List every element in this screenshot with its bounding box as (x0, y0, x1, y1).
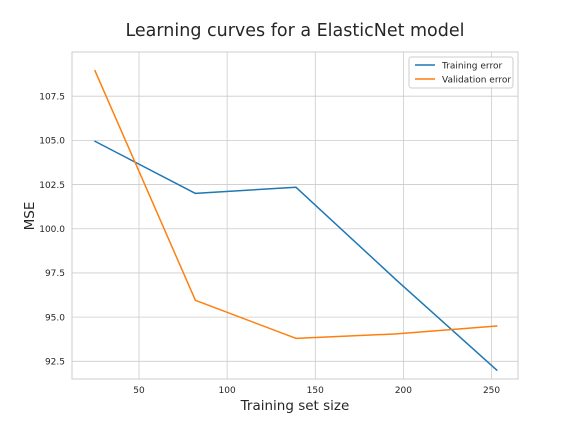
y-tick-label: 105.0 (39, 137, 65, 147)
data-point-training-error (395, 279, 398, 281)
x-tick-label: 250 (483, 386, 500, 396)
data-point-validation-error (295, 337, 297, 340)
data-point-training-error (94, 140, 96, 143)
y-axis-ticks: 92.5 95.0 97.5 100.0 102.5 105.0 107.5 (39, 92, 65, 367)
legend-label-validation-error: Validation error (442, 76, 511, 86)
y-tick-label: 107.5 (39, 92, 65, 102)
y-axis-label: MSE (22, 202, 38, 231)
x-axis-label: Training set size (240, 398, 350, 414)
x-axis-ticks: 50 100 150 200 250 (133, 386, 500, 396)
data-point-validation-error (395, 333, 398, 335)
x-tick-label: 100 (219, 386, 236, 396)
y-tick-label: 92.5 (45, 358, 65, 368)
y-tick-label: 100.0 (39, 225, 65, 235)
data-point-validation-error (194, 299, 197, 302)
grid-lines (72, 52, 518, 379)
y-tick-label: 95.0 (45, 313, 65, 323)
y-tick-label: 97.5 (45, 269, 65, 279)
plot-area (71, 51, 519, 380)
x-tick-label: 150 (307, 386, 324, 396)
data-point-training-error (496, 369, 498, 371)
data-point-validation-error (94, 69, 96, 72)
series-lines (94, 69, 498, 371)
data-point-training-error (194, 192, 197, 195)
chart-title: Learning curves for a ElasticNet model (125, 21, 464, 41)
x-tick-label: 50 (133, 386, 145, 396)
y-tick-label: 102.5 (39, 181, 65, 191)
data-point-training-error (295, 186, 297, 188)
legend-label-training-error: Training error (441, 62, 502, 72)
data-point-validation-error (496, 325, 498, 327)
x-tick-label: 200 (395, 386, 412, 396)
legend: Training error Validation error (408, 56, 514, 89)
